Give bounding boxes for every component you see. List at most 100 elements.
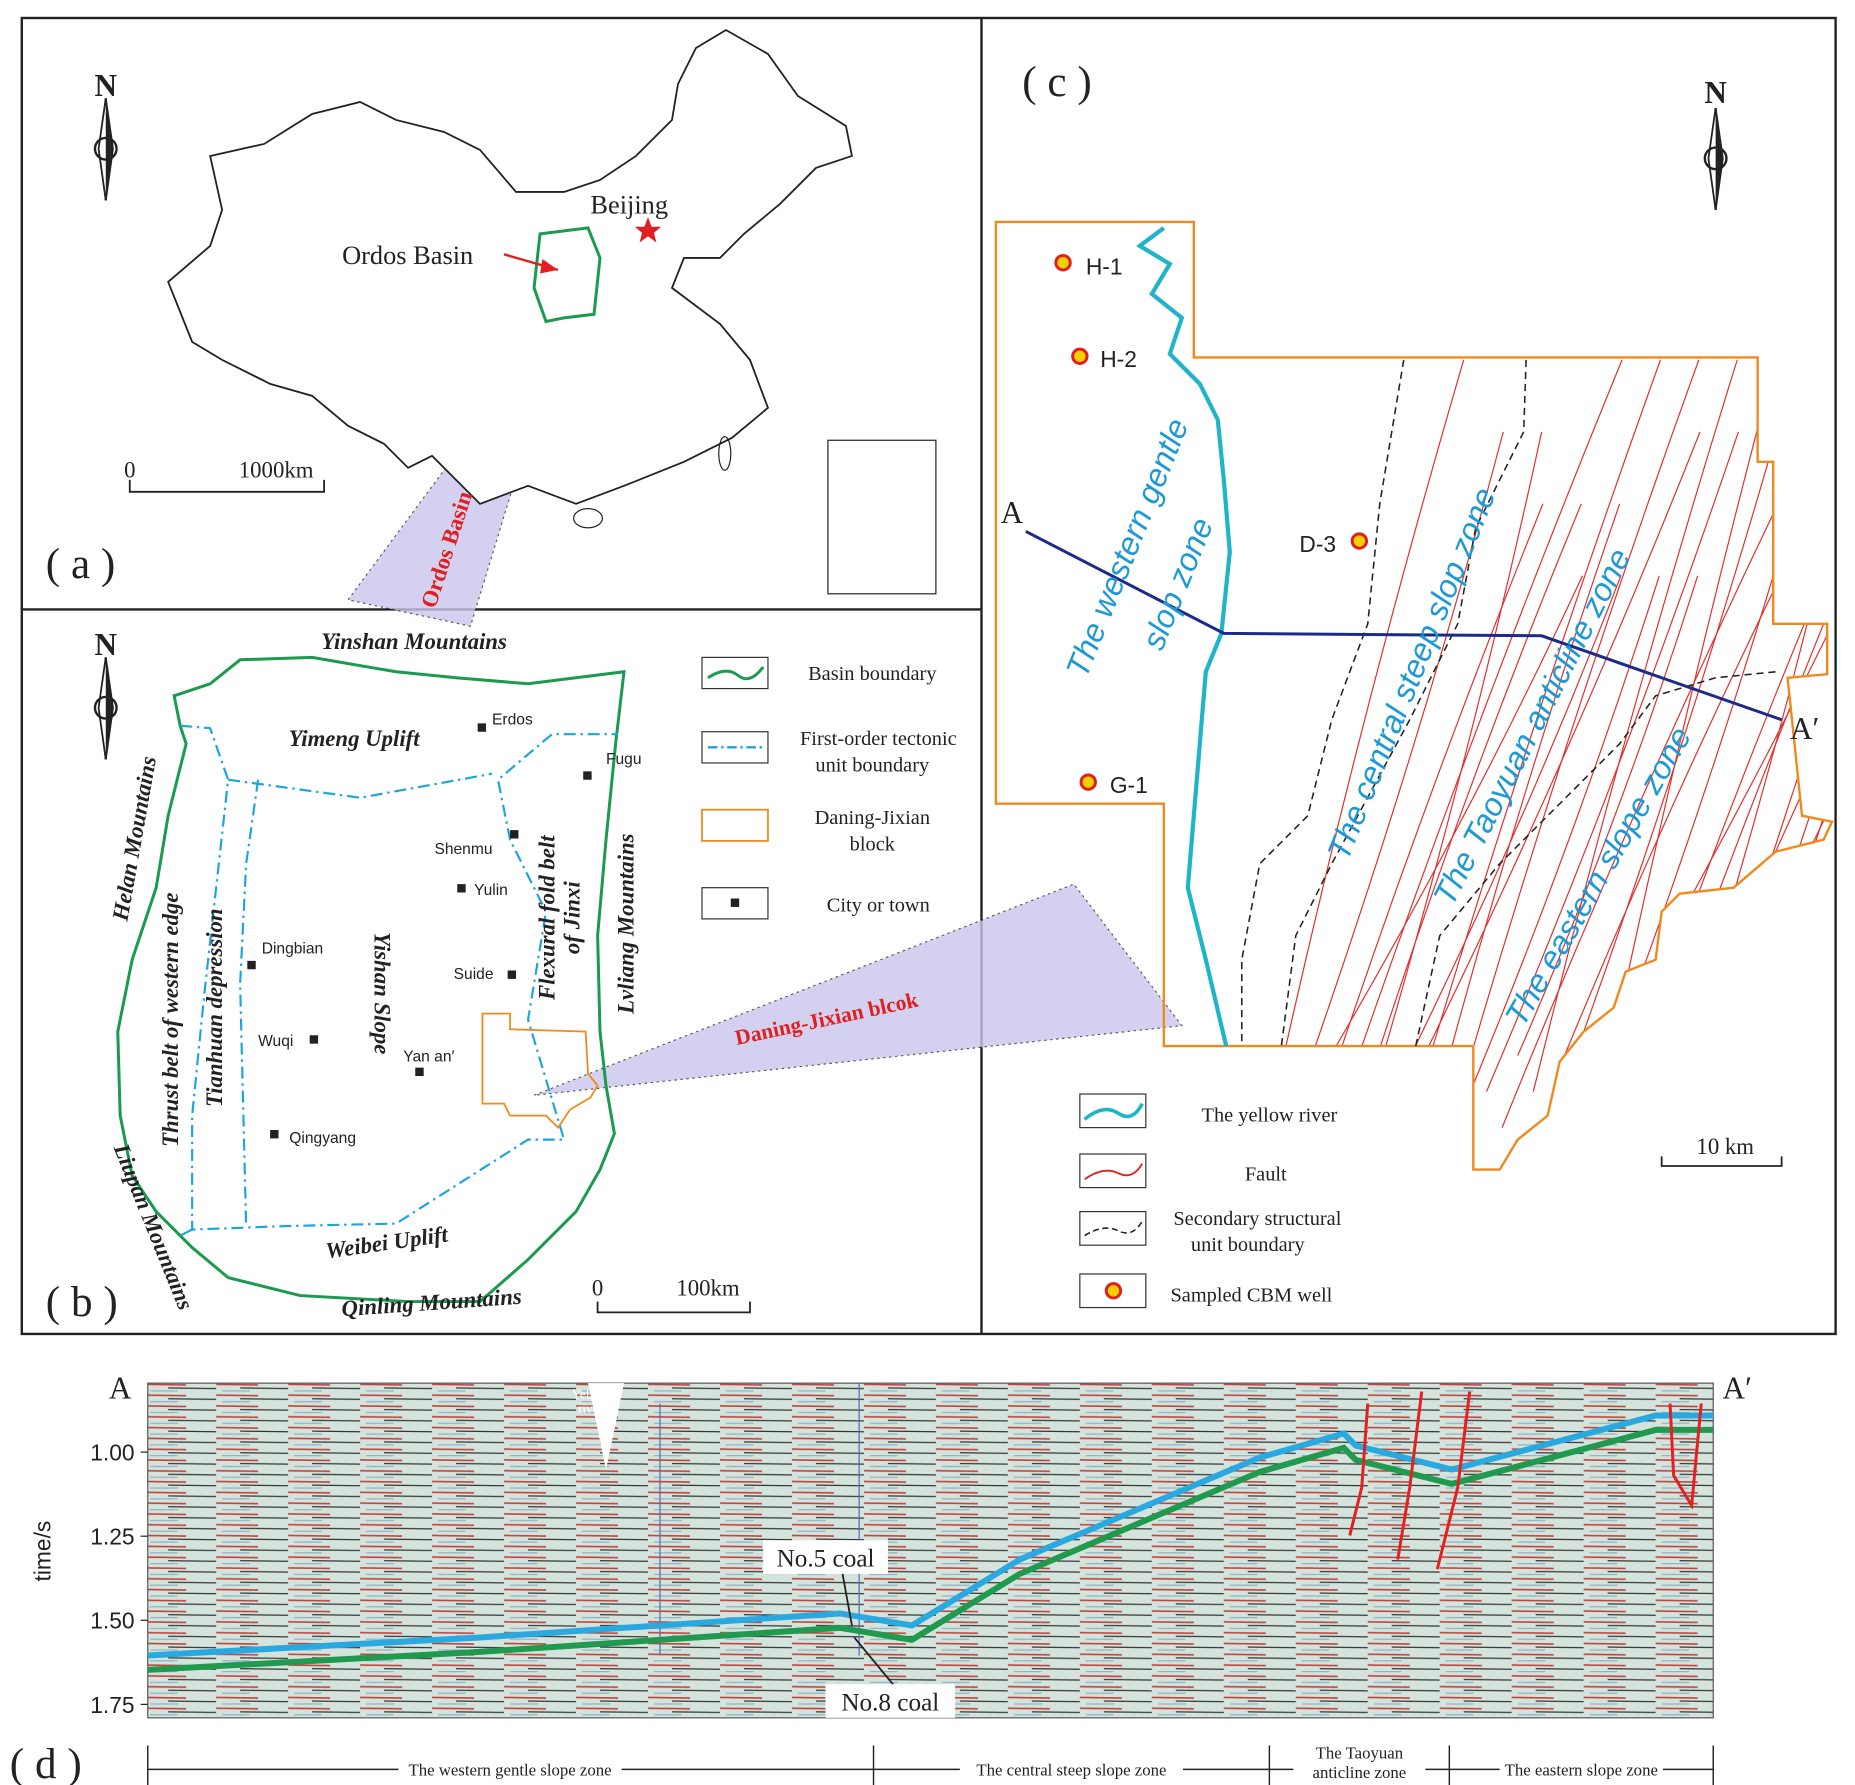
- region-label: of Jinxi: [560, 881, 585, 954]
- profile-end-label: A: [1001, 495, 1024, 530]
- fault-line: [1501, 503, 1779, 1128]
- panel-label: ( c ): [1022, 59, 1092, 106]
- coal-label: No.8 coal: [841, 1690, 939, 1717]
- seismic-section: [147, 1382, 1714, 1719]
- scale-label: 1000km: [239, 457, 314, 482]
- legend-label: Secondary structural: [1173, 1208, 1341, 1230]
- region-label: Qinling Mountains: [341, 1284, 523, 1322]
- zone-label: The central steep slope zone: [976, 1760, 1166, 1779]
- profile-end-label: A′: [1723, 1371, 1752, 1406]
- city-marker: [510, 830, 519, 839]
- legend-box: [1079, 1210, 1147, 1246]
- region-label: Lvliang Mountains: [614, 833, 639, 1015]
- city-label: Fugu: [606, 751, 642, 768]
- hainan: [573, 508, 604, 529]
- legend-label: Sampled CBM well: [1170, 1285, 1332, 1307]
- legend-box: [701, 656, 769, 690]
- legend-label: unit boundary: [1191, 1234, 1306, 1256]
- city-label: Dingbian: [262, 941, 324, 958]
- fault-line: [1517, 575, 1699, 1056]
- city-marker: [477, 723, 487, 732]
- ordos-outline: [532, 226, 602, 324]
- secondary-boundaries: [1241, 359, 1776, 1047]
- legend: The yellow river Fault Secondary structu…: [1079, 1093, 1342, 1309]
- city-marker: [457, 884, 466, 893]
- legend-swatch: [1083, 1102, 1144, 1121]
- river-label: river: [578, 1401, 604, 1416]
- fault-line: [1345, 359, 1623, 1092]
- well-label: H-2: [1100, 346, 1137, 372]
- tectonic-boundaries: [179, 724, 619, 1237]
- label-gap: [1499, 1758, 1663, 1781]
- legend-label: City or town: [827, 895, 930, 917]
- fault-line: [1610, 431, 1816, 1056]
- label-gap: [1293, 1741, 1426, 1783]
- legend-label: Daning-Jixian: [815, 807, 930, 829]
- city-label: Yulin: [474, 882, 508, 899]
- north-label: N: [1704, 75, 1727, 110]
- yellow-river: [1136, 226, 1232, 1047]
- fault-line: [1548, 431, 1778, 1128]
- label-gap: [398, 1758, 622, 1781]
- legend-box: [701, 731, 769, 764]
- scale-bar: [596, 1301, 751, 1314]
- panel-c: H-1 H-2 D-3 G-1 A A′ The western gentle …: [994, 59, 1834, 1309]
- city-label: Erdos: [492, 712, 533, 729]
- panel-b: N Yinshan Mountains Yimeng Uplift Helan …: [46, 627, 1183, 1326]
- profile-line: [1025, 530, 1783, 722]
- scale-label: 10 km: [1696, 1134, 1754, 1159]
- city-label: Wuqi: [258, 1033, 293, 1050]
- cities: Erdos Fugu Shenmu Yulin Dingbian Suide W…: [247, 712, 642, 1147]
- fault-line: [1298, 431, 1504, 1092]
- city-marker: [583, 771, 592, 780]
- profile-end-label: A′: [1790, 711, 1819, 746]
- pointer-head: [540, 259, 559, 274]
- legend-box: [701, 808, 769, 842]
- river-notch: [588, 1383, 625, 1470]
- panel-label: ( d ): [10, 1741, 82, 1785]
- label-leader: [853, 1636, 895, 1687]
- no5-coal-horizon: [147, 1412, 1714, 1659]
- panel-d: No.5 coal No.8 coal Yellow river A A′ ti…: [10, 1371, 1752, 1785]
- taiwan: [718, 436, 732, 471]
- basin-boundary: [116, 655, 626, 1304]
- scale-label: 100km: [676, 1276, 740, 1301]
- fault-line: [1641, 575, 1832, 1128]
- panel-label: ( b ): [46, 1279, 118, 1326]
- fault-line: [1439, 503, 1621, 1092]
- city-label: Qingyang: [289, 1130, 356, 1147]
- scale-label: 0: [592, 1276, 603, 1301]
- place-label: Beijing: [590, 190, 668, 220]
- region-label: Liupan Mountains: [108, 1139, 198, 1313]
- coal-label: No.5 coal: [777, 1546, 875, 1573]
- legend-label: block: [850, 834, 896, 856]
- place-label: Ordos Basin: [342, 240, 473, 270]
- fault-line: [1751, 503, 1832, 1056]
- north-label: N: [95, 68, 118, 103]
- region-label: Yinshan Mountains: [321, 629, 507, 654]
- beijing-star: [634, 217, 662, 243]
- legend-swatch: [707, 666, 765, 681]
- well-marker: [1350, 532, 1369, 550]
- fault-line: [1454, 575, 1660, 1128]
- fault-line: [1314, 503, 1544, 1128]
- region-label: Flexural fold belt: [534, 835, 559, 1001]
- legend-box: [1079, 1093, 1147, 1129]
- fault-line: [1376, 503, 1582, 1056]
- north-arrow: [93, 656, 118, 761]
- well-marker: [1071, 347, 1089, 365]
- well-label: H-1: [1086, 254, 1123, 280]
- fault-line: [1330, 575, 1584, 1056]
- region-label: Yimeng Uplift: [289, 726, 421, 751]
- fault-line: [1532, 359, 1738, 1092]
- fault-line: [1283, 359, 1465, 1056]
- legend-swatch: [1084, 1220, 1143, 1237]
- y-tick-label: 1.00: [90, 1439, 134, 1465]
- north-arrow: [1703, 106, 1728, 212]
- scale-bar: [1660, 1156, 1783, 1167]
- legend-swatch: [1084, 1163, 1144, 1180]
- fault-line: [1423, 431, 1701, 1056]
- legend-swatch: [730, 898, 740, 907]
- city-marker: [415, 1067, 424, 1077]
